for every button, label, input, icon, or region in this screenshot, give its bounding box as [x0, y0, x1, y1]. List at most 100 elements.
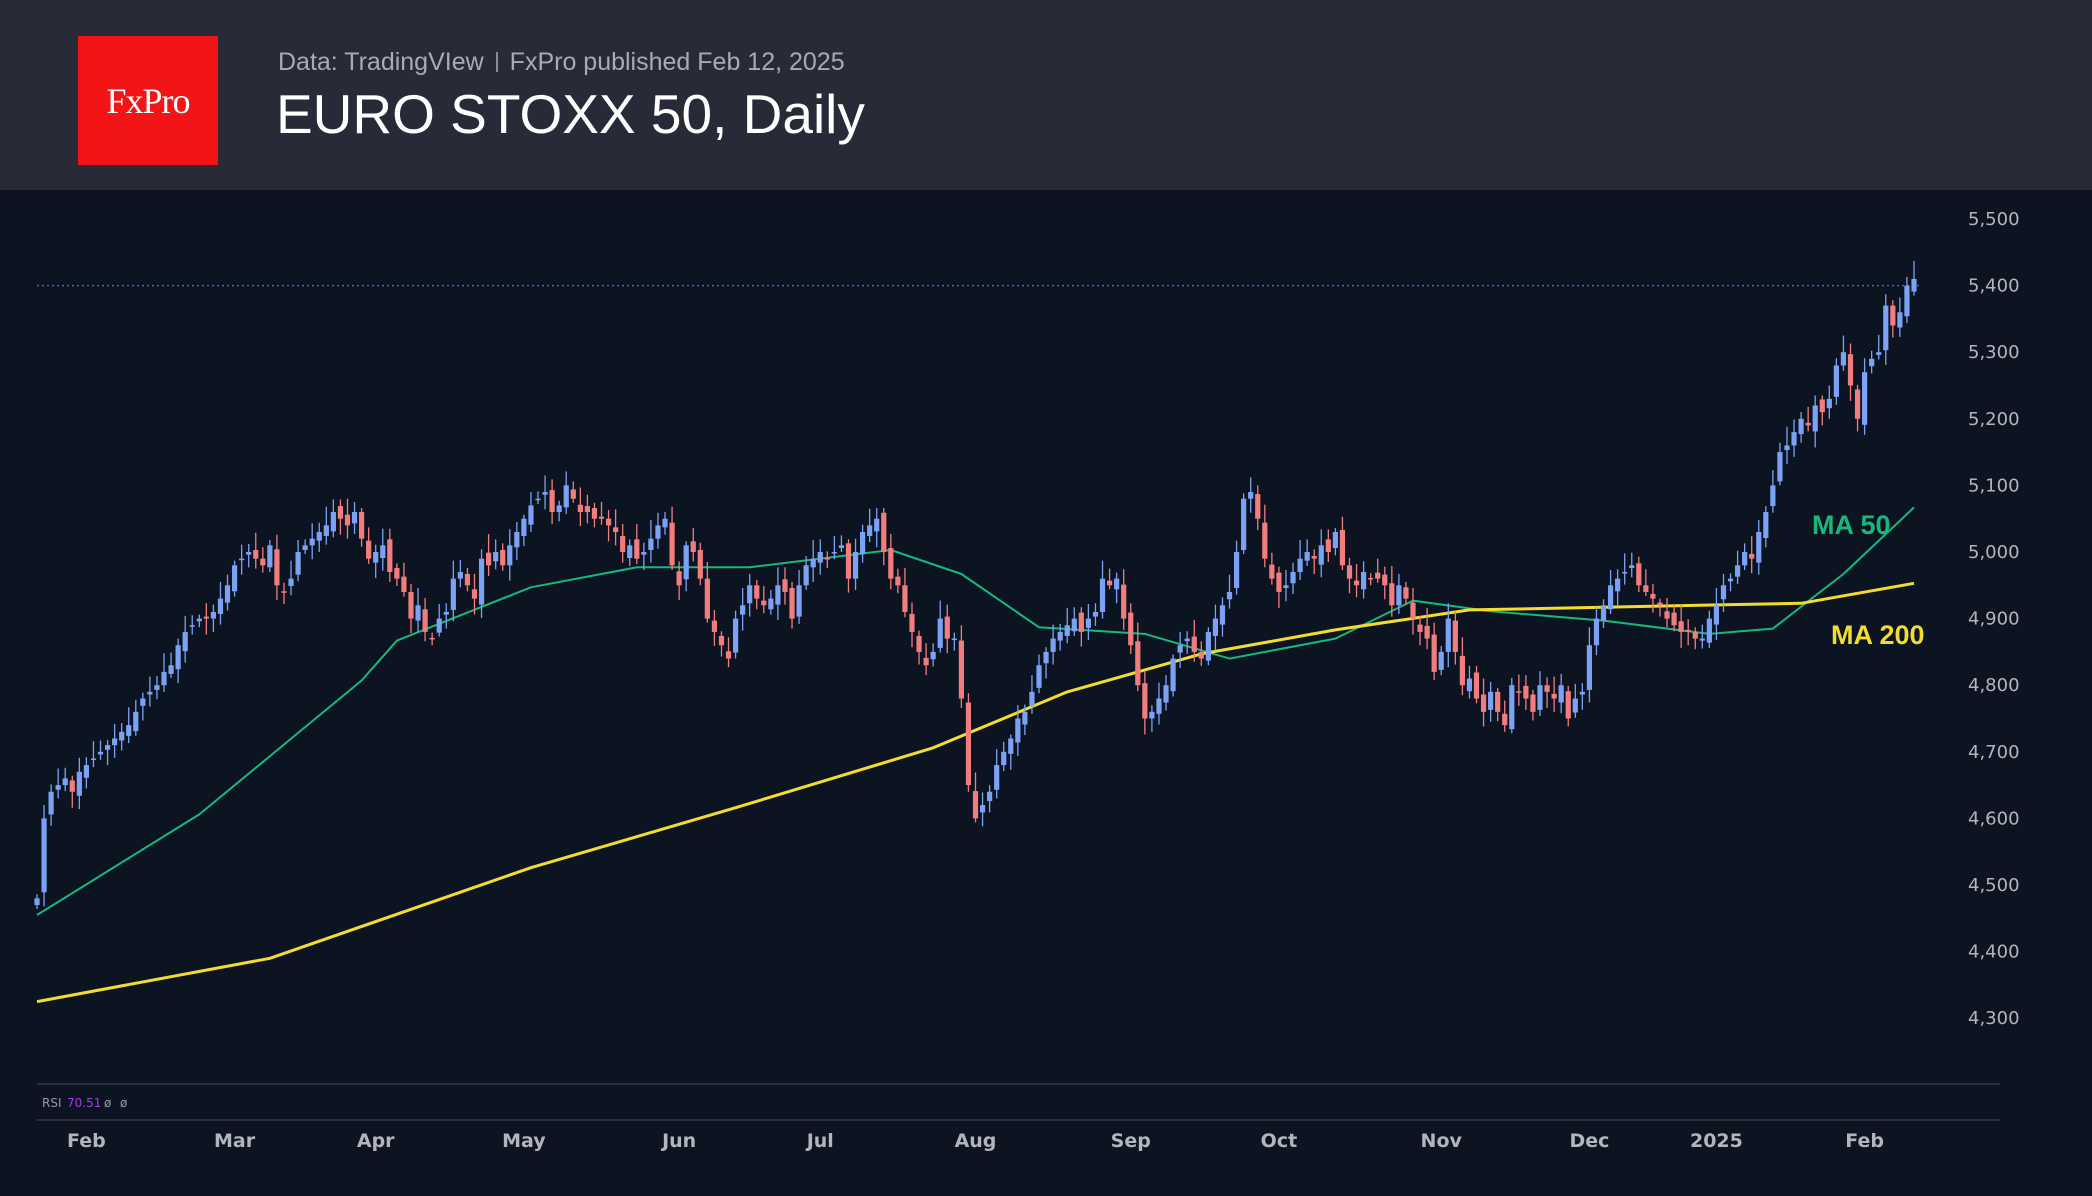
candle [1473, 665, 1480, 704]
candle [1452, 611, 1458, 665]
candle-body [1629, 565, 1635, 568]
x-tick-label: Mar [214, 1130, 256, 1152]
candle [535, 491, 541, 505]
candle [1727, 573, 1734, 592]
candle-body [1600, 605, 1607, 621]
candle-body [930, 651, 936, 660]
y-tick-label: 4,800 [1968, 675, 2020, 696]
candle [1459, 637, 1465, 696]
candle-body [1572, 698, 1578, 713]
candle [1099, 560, 1106, 619]
candle [182, 615, 188, 663]
x-tick-label: Sep [1111, 1130, 1151, 1152]
candle-body [119, 731, 125, 741]
candle [1523, 675, 1529, 710]
candle [605, 510, 612, 542]
candle-body [852, 552, 859, 579]
candle [817, 539, 823, 575]
candle-body [154, 685, 160, 690]
candle-body [1734, 565, 1741, 577]
candle [556, 500, 562, 522]
published-date: FxPro published Feb 12, 2025 [509, 48, 845, 76]
candle [1297, 540, 1303, 580]
candle [140, 692, 146, 721]
candle [951, 632, 957, 651]
candle-body [1339, 530, 1346, 566]
candle-body [471, 589, 478, 599]
candle-body [690, 541, 696, 552]
candlestick-chart: 4,300 4,400 4,500 4,600 4,700 4,800 4,900 5,000… [34, 209, 2020, 1152]
candle [1205, 627, 1211, 666]
candle [48, 784, 54, 826]
candle [1784, 426, 1790, 465]
candle [775, 567, 781, 620]
candle [1791, 419, 1797, 457]
candle-body [514, 532, 520, 548]
candle [648, 520, 654, 563]
candle [168, 652, 174, 678]
candle [203, 603, 209, 635]
candle-body [965, 702, 972, 786]
candle-body [1163, 685, 1169, 703]
candle [450, 560, 456, 622]
candle [1029, 675, 1035, 714]
x-tick-label: Dec [1569, 1130, 1609, 1152]
candle-body [366, 540, 372, 559]
candle-body [168, 665, 174, 674]
candle [1142, 670, 1148, 735]
candle [486, 534, 492, 576]
candle [549, 479, 555, 525]
candle-body [867, 525, 873, 537]
candle [958, 625, 964, 708]
candle-body [182, 631, 188, 652]
candle [55, 768, 61, 799]
candle [1890, 300, 1896, 338]
candle [1509, 677, 1515, 734]
candle [62, 767, 68, 792]
candle [1488, 681, 1494, 722]
candle [231, 560, 238, 597]
candle-body [648, 538, 654, 551]
x-tick-label: Nov [1421, 1130, 1463, 1152]
candle-body [415, 605, 421, 621]
candle-body [1593, 618, 1600, 646]
candle-body [521, 518, 527, 537]
candle-body [41, 818, 47, 893]
candle [796, 569, 802, 624]
candle [634, 524, 640, 564]
candle-body [1361, 571, 1367, 590]
candle [1869, 350, 1875, 374]
candle-body [888, 548, 894, 579]
candle [514, 522, 520, 560]
candle-body [1410, 602, 1416, 619]
candle-body [493, 552, 499, 562]
candle-body [1248, 492, 1254, 499]
candle [1544, 677, 1550, 708]
candle-body [796, 585, 802, 617]
candle-body [1304, 552, 1310, 561]
candle-body [1897, 312, 1903, 328]
candle [874, 508, 880, 548]
candle [1346, 557, 1353, 594]
candle-body [1466, 678, 1473, 692]
candle-body [944, 616, 950, 639]
y-tick-label: 5,000 [1968, 542, 2020, 563]
candle [154, 675, 160, 700]
candle-body [874, 518, 880, 532]
candle-body [1537, 685, 1543, 710]
candle-body [274, 549, 280, 586]
candle [1537, 671, 1543, 716]
candle [1713, 587, 1720, 640]
candle-body [1784, 445, 1790, 451]
candle-body [1473, 672, 1480, 699]
x-tick-label: Aug [955, 1130, 997, 1152]
candle [408, 583, 414, 634]
candle-body [97, 751, 104, 755]
candle [493, 539, 499, 570]
candle-body [923, 657, 929, 666]
candle [387, 528, 393, 582]
candle [224, 574, 231, 611]
candle [1699, 624, 1705, 649]
candle [683, 541, 689, 592]
candle [1770, 470, 1776, 513]
